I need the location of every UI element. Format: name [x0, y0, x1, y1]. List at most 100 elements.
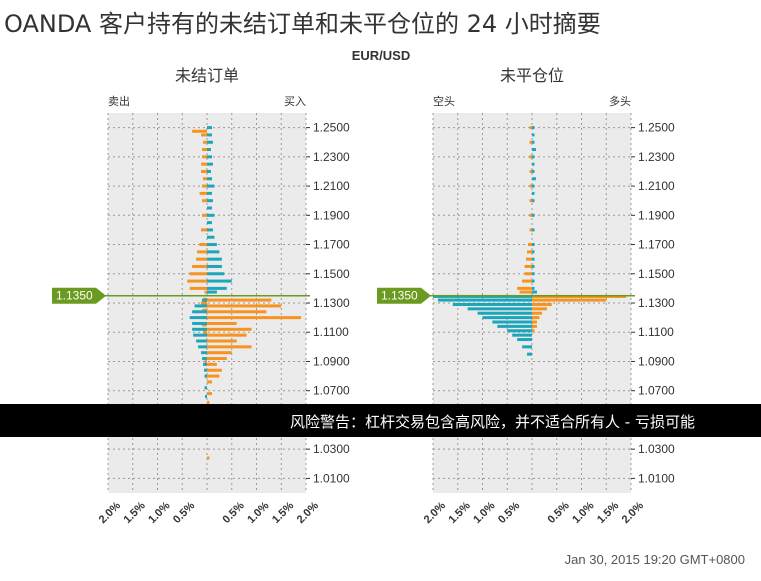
- current-price-marker: [377, 287, 431, 304]
- chart-title: 未结订单: [175, 66, 239, 85]
- bar: [519, 290, 532, 294]
- bar: [205, 395, 207, 399]
- bar: [204, 359, 207, 363]
- bar: [529, 140, 532, 144]
- bar: [204, 374, 207, 378]
- bar: [204, 386, 207, 390]
- y-tick-label: 1.1100: [313, 325, 349, 339]
- bar: [192, 264, 207, 268]
- bar: [202, 184, 207, 188]
- y-tick-label: 1.1900: [313, 208, 350, 222]
- y-tick-label: 1.1300: [313, 296, 350, 310]
- bar: [201, 351, 207, 355]
- bar: [532, 316, 540, 320]
- x-tick-label: 2.0%: [620, 500, 646, 526]
- bar: [201, 228, 207, 232]
- x-tick-label: 1.5%: [270, 500, 296, 526]
- bar: [207, 368, 222, 372]
- bar: [207, 357, 227, 361]
- bar: [192, 310, 207, 314]
- bar: [532, 126, 535, 130]
- bar: [203, 362, 207, 366]
- y-tick-label: 1.0300: [313, 442, 350, 456]
- y-tick-label: 1.0100: [638, 471, 675, 485]
- bar: [207, 148, 211, 152]
- bar: [207, 345, 252, 349]
- x-tick-label: 2.0%: [295, 500, 321, 526]
- bar: [201, 162, 207, 166]
- y-tick-label: 1.1100: [638, 325, 674, 339]
- current-price-marker: [52, 287, 106, 304]
- bar: [207, 155, 212, 159]
- bar: [199, 191, 207, 195]
- bar: [196, 339, 207, 343]
- y-tick-label: 1.2100: [638, 179, 675, 193]
- right-side-label: 多头: [609, 94, 631, 108]
- bar: [189, 316, 207, 320]
- bar: [522, 279, 532, 283]
- y-tick-label: 1.1900: [638, 208, 675, 222]
- bar: [207, 321, 237, 325]
- bar: [532, 191, 535, 195]
- page-title: OANDA 客户持有的未结订单和未平仓位的 24 小时摘要: [4, 10, 601, 38]
- current-price-label: 1.1350: [56, 289, 93, 303]
- y-tick-label: 1.2500: [313, 121, 350, 135]
- chart-title: 未平仓位: [500, 66, 564, 85]
- bar: [527, 352, 532, 356]
- bar: [482, 316, 532, 320]
- bar: [512, 333, 532, 337]
- y-tick-label: 1.1700: [313, 238, 350, 252]
- bar: [532, 228, 535, 232]
- bar: [532, 320, 537, 324]
- bar: [199, 243, 207, 247]
- bar: [532, 177, 536, 181]
- bar: [207, 374, 220, 378]
- x-tick-label: 0.5%: [171, 500, 197, 526]
- bar: [517, 286, 532, 290]
- bar: [529, 199, 532, 203]
- bar: [526, 257, 532, 261]
- bar: [532, 250, 535, 254]
- y-tick-label: 1.0100: [313, 471, 350, 485]
- bar: [204, 368, 207, 372]
- bar: [467, 307, 532, 311]
- bar: [452, 302, 532, 306]
- x-tick-label: 1.0%: [570, 500, 596, 526]
- bar: [529, 126, 532, 130]
- x-tick-label: 0.5%: [496, 500, 522, 526]
- bar: [203, 140, 207, 144]
- timestamp: Jan 30, 2015 19:20 GMT+0800: [564, 552, 745, 567]
- bar: [529, 228, 532, 232]
- bar: [207, 191, 212, 195]
- bar: [532, 169, 535, 173]
- bar: [528, 243, 532, 247]
- bar: [532, 213, 535, 217]
- bar: [532, 257, 535, 261]
- bar: [524, 272, 532, 276]
- bar: [207, 400, 210, 404]
- bar: [207, 362, 217, 366]
- bar: [207, 169, 211, 173]
- bar: [207, 257, 222, 261]
- bar: [532, 140, 535, 144]
- bar: [207, 162, 213, 166]
- y-tick-label: 1.0300: [638, 442, 675, 456]
- bar: [207, 140, 213, 144]
- bar: [207, 286, 227, 290]
- bar: [193, 333, 207, 337]
- bar: [207, 351, 232, 355]
- bar: [207, 126, 212, 130]
- bar: [207, 177, 212, 181]
- bar: [532, 302, 552, 306]
- bar: [202, 148, 207, 152]
- y-tick-label: 1.2500: [638, 121, 675, 135]
- bar: [202, 199, 207, 203]
- bar: [207, 228, 213, 232]
- y-tick-label: 1.0900: [638, 354, 675, 368]
- bar: [532, 243, 535, 247]
- bar: [529, 184, 532, 188]
- y-tick-label: 1.2300: [638, 150, 675, 164]
- bar: [201, 301, 207, 305]
- bar: [532, 290, 537, 294]
